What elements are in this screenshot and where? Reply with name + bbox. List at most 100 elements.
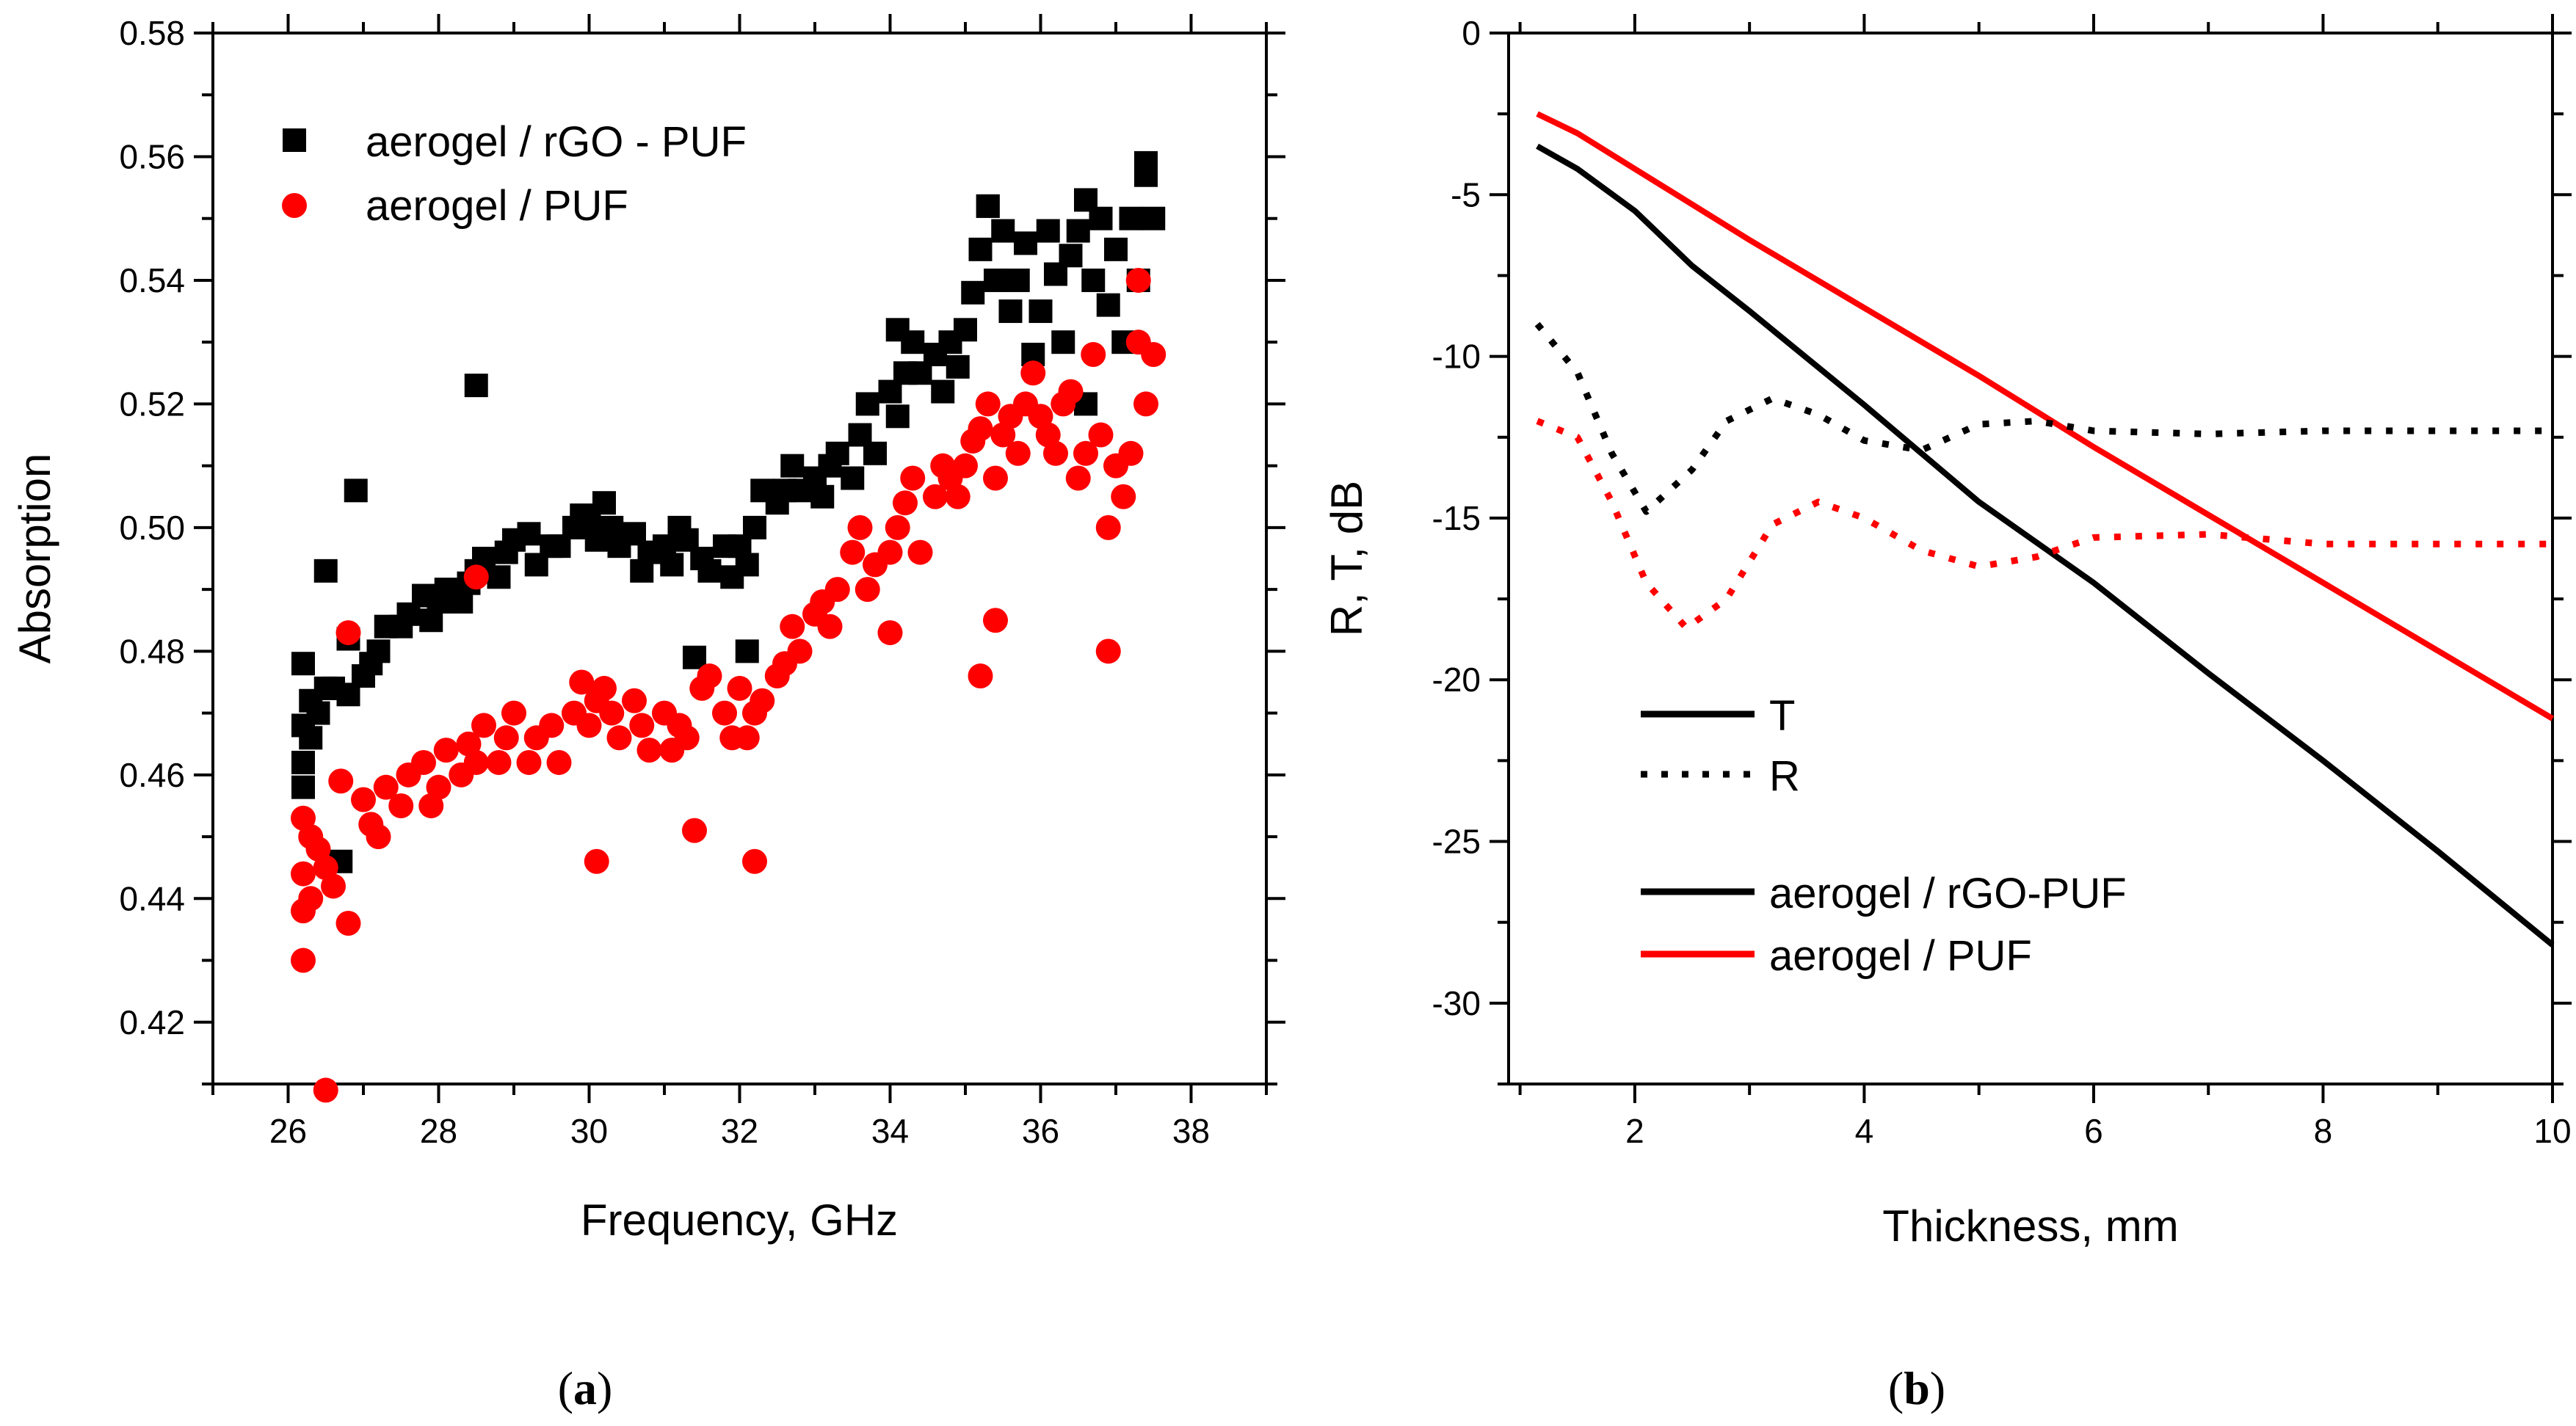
scatter-point-puf: [968, 663, 993, 689]
scatter-point-rgo-puf: [885, 318, 910, 342]
y-axis-title-rt-db: R, T, dB: [1322, 481, 1371, 636]
scatter-point-puf: [900, 465, 926, 491]
scatter-point-rgo-puf: [1089, 206, 1113, 230]
scatter-point-rgo-puf: [683, 645, 706, 669]
scatter-point-puf: [622, 688, 647, 713]
line-T-puf: [1536, 111, 2555, 721]
scatter-point-puf: [516, 749, 542, 775]
scatter-point-puf: [1141, 342, 1167, 368]
panel-b-legend: T R aerogel / rGO-PUF aerogel / PUF: [1641, 692, 2127, 980]
panel-b-x-tick-label: 2: [1625, 1112, 1644, 1150]
scatter-point-puf: [599, 700, 625, 726]
scatter-point-rgo-puf: [984, 268, 1007, 292]
scatter-point-puf: [855, 577, 880, 603]
scatter-point-puf: [840, 539, 866, 565]
scatter-point-puf: [569, 669, 595, 695]
scatter-point-puf: [328, 768, 354, 794]
panel-a-x-tick-label: 38: [1172, 1112, 1210, 1150]
scatter-point-puf: [1118, 440, 1144, 466]
scatter-point-rgo-puf: [1014, 231, 1037, 255]
scatter-point-rgo-puf: [946, 354, 970, 379]
scatter-point-puf: [697, 663, 722, 689]
scatter-point-puf: [493, 725, 519, 751]
scatter-point-puf: [321, 873, 346, 899]
scatter-point-rgo-puf: [697, 559, 722, 583]
panel-a-x-tick-label: 36: [1022, 1112, 1059, 1150]
scatter-point-puf: [750, 688, 775, 713]
scatter-point-puf: [388, 793, 414, 818]
scatter-point-puf: [313, 1077, 338, 1103]
scatter-point-puf: [1095, 514, 1121, 540]
scatter-point-rgo-puf: [810, 484, 835, 509]
scatter-point-puf: [576, 713, 602, 738]
panel-a-x-tick-label: 30: [570, 1112, 608, 1150]
panel-a-x-tick-label: 28: [420, 1112, 457, 1150]
panel-label-a: (a): [558, 1362, 613, 1414]
panel-b-y-tick-label: -5: [1451, 175, 1481, 214]
panel-b-y-tick-label: -10: [1432, 338, 1481, 376]
scatter-point-puf: [411, 749, 436, 775]
scatter-point-puf: [983, 465, 1008, 491]
scatter-point-rgo-puf: [1059, 244, 1083, 268]
scatter-point-puf: [373, 774, 399, 800]
legend-label-puf: aerogel / PUF: [366, 182, 628, 230]
scatter-point-rgo-puf: [366, 639, 391, 663]
panel-a-x-tick-label: 34: [871, 1112, 909, 1150]
scatter-point-rgo-puf: [954, 318, 977, 342]
panel-a-y-tick-label: 0.56: [119, 137, 185, 175]
scatter-point-rgo-puf: [1006, 268, 1030, 292]
panel-a-legend: aerogel / rGO - PUF aerogel / PUF: [282, 118, 747, 230]
panel-label-b-open: (: [1888, 1362, 1904, 1414]
panel-a-x-tick-label: 32: [721, 1112, 758, 1150]
panel-b-y-tick-label: -25: [1432, 823, 1481, 861]
scatter-point-rgo-puf: [931, 379, 955, 404]
panel-b-plot-frame: [1507, 32, 2554, 1085]
scatter-point-rgo-puf: [1036, 219, 1060, 243]
scatter-point-puf: [539, 713, 565, 738]
scatter-point-rgo-puf: [313, 559, 338, 583]
panel-label-b-letter: b: [1904, 1362, 1930, 1414]
scatter-point-puf: [975, 391, 1001, 417]
scatter-point-rgo-puf: [1066, 219, 1090, 243]
scatter-point-rgo-puf: [1081, 268, 1106, 292]
scatter-point-rgo-puf: [306, 701, 330, 725]
scatter-point-puf: [945, 484, 970, 509]
scatter-point-rgo-puf: [1028, 299, 1053, 324]
scatter-point-puf: [486, 749, 512, 775]
scatter-point-puf: [1020, 360, 1046, 386]
scatter-point-puf: [674, 725, 700, 751]
scatter-point-rgo-puf: [825, 441, 849, 465]
scatter-point-rgo-puf: [885, 404, 910, 429]
scatter-point-rgo-puf: [780, 454, 805, 478]
panel-b-ticks: 2 4 6 8 10 0 -5 -10 -15 -20 -25 -30: [1432, 14, 2572, 1150]
scatter-point-rgo-puf: [660, 553, 684, 577]
scatter-point-puf: [824, 577, 850, 603]
scatter-point-puf: [682, 818, 707, 843]
scatter-point-rgo-puf: [735, 639, 759, 663]
scatter-point-rgo-puf: [291, 652, 315, 676]
panel-a-y-tick-label: 0.52: [119, 385, 185, 423]
series-puf-points: [291, 267, 1167, 1103]
scatter-point-rgo-puf: [743, 515, 766, 539]
scatter-point-puf: [501, 700, 526, 726]
panel-b-y-tick-label: 0: [1462, 14, 1481, 52]
scatter-point-puf: [335, 910, 361, 936]
scatter-point-puf: [885, 514, 910, 540]
scatter-point-puf: [291, 947, 316, 973]
panel-label-b: (b): [1888, 1362, 1945, 1414]
x-axis-title-thickness: Thickness, mm: [1882, 1201, 2178, 1251]
scatter-point-puf: [433, 738, 459, 763]
panel-a-ticks: 26 28 30 32 34 36 38 0.42 0.44 0.46 0.48 0.50 0.52 0.…: [119, 14, 1285, 1150]
panel-a-y-tick-label: 0.48: [119, 632, 185, 670]
scatter-point-rgo-puf: [991, 219, 1015, 243]
line-T-rgo-puf: [1536, 143, 2555, 947]
scatter-point-puf: [636, 738, 662, 763]
scatter-point-puf: [968, 416, 993, 442]
scatter-point-puf: [606, 725, 632, 751]
scatter-point-puf: [463, 749, 489, 775]
scatter-point-puf: [546, 749, 572, 775]
scatter-point-puf: [463, 564, 489, 590]
scatter-point-puf: [592, 675, 617, 701]
scatter-point-puf: [291, 861, 316, 887]
scatter-point-rgo-puf: [961, 280, 985, 305]
